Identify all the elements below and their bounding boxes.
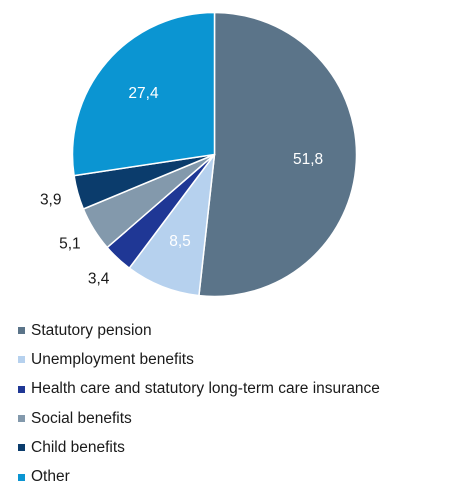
legend-swatch: [18, 473, 25, 481]
pie-chart: 51,8 8,5 3,4 5,1 3,9 27,4: [40, 11, 358, 298]
data-label-unemployment-benefits: 8,5: [169, 233, 191, 250]
data-label-social-benefits: 5,1: [59, 235, 81, 252]
legend-label: Child benefits: [31, 438, 125, 456]
data-label-statutory-pension: 51,8: [293, 151, 323, 168]
legend-swatch: [18, 385, 25, 393]
legend-label: Statutory pension: [31, 321, 152, 339]
legend-item-health-care-and-statutory-long-term-care-insurance: Health care and statutory long-term care…: [18, 375, 380, 404]
legend-label: Health care and statutory long-term care…: [31, 380, 380, 398]
legend-item-other: Other: [18, 462, 380, 491]
legend-swatch: [18, 356, 25, 364]
legend-swatch: [18, 327, 25, 335]
pie-slice-other: [71, 11, 216, 177]
data-label-health-care-and-statutory-long-term-care-insurance: 3,4: [88, 270, 110, 287]
legend-item-unemployment-benefits: Unemployment benefits: [18, 345, 380, 374]
legend-item-child-benefits: Child benefits: [18, 433, 380, 462]
chart-legend: Statutory pension Unemployment benefits He…: [18, 316, 380, 492]
legend-item-social-benefits: Social benefits: [18, 404, 380, 433]
pie-slice-statutory-pension: [198, 11, 358, 298]
legend-swatch: [18, 415, 25, 423]
legend-label: Social benefits: [31, 409, 132, 427]
legend-label: Unemployment benefits: [31, 350, 194, 368]
legend-item-statutory-pension: Statutory pension: [18, 316, 380, 345]
data-label-child-benefits: 3,9: [40, 192, 62, 209]
legend-swatch: [18, 444, 25, 452]
data-label-other: 27,4: [128, 85, 159, 102]
legend-label: Other: [31, 468, 70, 486]
